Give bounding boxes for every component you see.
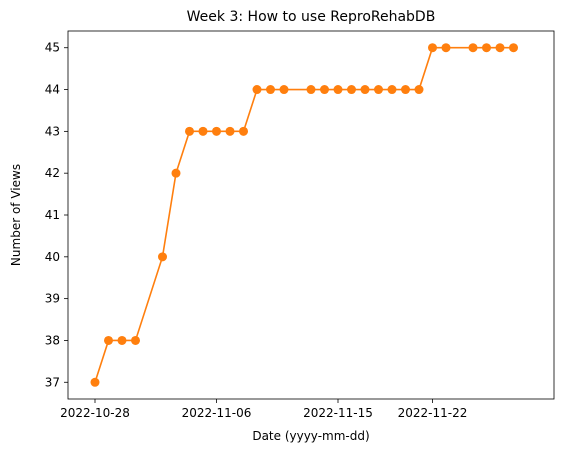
x-tick-label: 2022-11-22	[398, 406, 468, 420]
x-axis-label: Date (yyyy-mm-dd)	[252, 429, 369, 443]
x-tick-label: 2022-10-28	[60, 406, 130, 420]
data-point	[117, 335, 127, 345]
y-tick-label: 45	[45, 41, 60, 55]
chart-title: Week 3: How to use ReproRehabDB	[187, 9, 436, 25]
data-point	[495, 43, 505, 53]
data-point	[239, 126, 248, 136]
axis-ticks: 37 38 39 40 41 42 43 44 45 2022-10-28 2022-11-06 20…	[45, 41, 468, 420]
x-tick-label: 2022-11-06	[182, 406, 252, 420]
data-point	[333, 85, 343, 95]
data-point	[441, 43, 451, 53]
data-point	[225, 126, 235, 136]
y-tick-label: 38	[45, 333, 60, 347]
x-tick-label: 2022-11-15	[303, 406, 373, 420]
data-point	[468, 43, 478, 53]
data-point	[347, 85, 356, 95]
data-series	[90, 43, 518, 387]
y-tick-label: 39	[45, 292, 60, 306]
series-line	[94, 46, 514, 383]
y-axis-label: Number of Views	[9, 164, 23, 266]
data-point	[401, 85, 410, 95]
y-tick-label: 41	[45, 208, 60, 222]
data-point	[252, 85, 262, 95]
data-point	[482, 43, 491, 53]
data-point	[279, 85, 289, 95]
data-point	[171, 168, 181, 178]
plot-area: 37 38 39 40 41 42 43 44 45 2022-10-28 2022-11-06 20…	[45, 30, 555, 420]
data-point	[212, 126, 221, 136]
data-point	[428, 43, 437, 53]
data-point	[198, 126, 208, 136]
y-tick-label: 43	[45, 124, 60, 138]
data-point	[509, 43, 518, 53]
data-point	[158, 252, 167, 262]
y-tick-label: 40	[45, 250, 60, 264]
data-point	[414, 85, 424, 95]
data-point	[90, 377, 100, 387]
data-point	[131, 335, 140, 345]
data-point	[185, 126, 194, 136]
data-point	[387, 85, 397, 95]
data-point	[266, 85, 275, 95]
data-point	[306, 85, 316, 95]
y-tick-label: 44	[45, 83, 60, 97]
data-point	[360, 85, 370, 95]
data-point	[104, 335, 113, 345]
data-point	[374, 85, 383, 95]
data-point	[320, 85, 329, 95]
y-tick-label: 42	[45, 166, 60, 180]
y-tick-label: 37	[45, 375, 60, 389]
